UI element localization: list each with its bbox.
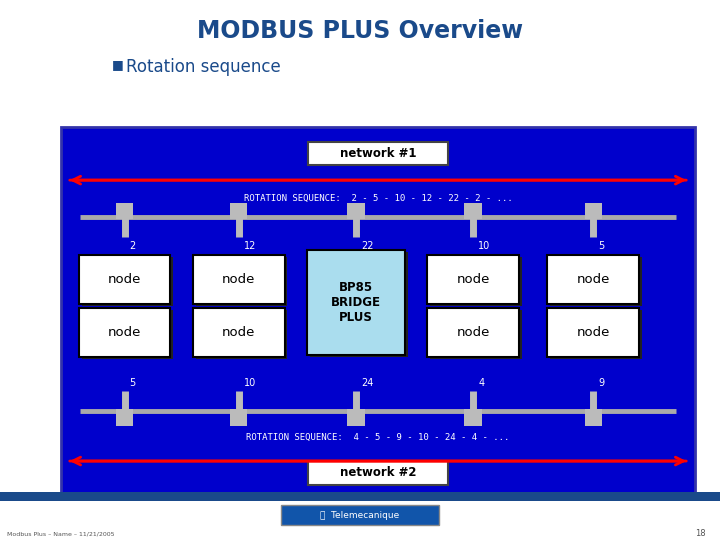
Text: BP85
BRIDGE
PLUS: BP85 BRIDGE PLUS [330,281,381,324]
Text: 18: 18 [695,529,706,538]
Text: node: node [577,326,610,339]
Text: ROTATION SEQUENCE:  2 - 5 - 10 - 12 - 22 - 2 - ...: ROTATION SEQUENCE: 2 - 5 - 10 - 12 - 22 … [243,194,513,203]
Bar [310,252,408,357]
Bar [427,254,519,304]
Bar [0,492,720,501]
Bar [230,409,248,426]
Text: 2: 2 [130,241,136,251]
Text: MODBUS PLUS Overview: MODBUS PLUS Overview [197,19,523,43]
Text: 22: 22 [361,241,374,251]
Text: 5: 5 [598,241,605,251]
Bar [585,202,603,219]
Text: node: node [577,273,610,286]
Bar [347,409,365,426]
Bar [585,409,603,426]
Text: 5: 5 [130,379,136,388]
Bar [427,308,519,357]
Bar [464,409,482,426]
Bar [430,256,522,306]
Text: ■: ■ [112,58,123,71]
Bar [550,256,642,306]
Bar [116,202,133,219]
Bar [547,308,639,357]
Bar [308,461,448,485]
Bar [307,250,405,355]
Text: node: node [222,326,256,339]
Text: 9: 9 [598,379,605,388]
Text: 4: 4 [478,379,485,388]
Text: Rotation sequence: Rotation sequence [126,58,281,76]
Bar [196,310,287,360]
Text: 10: 10 [478,241,490,251]
Bar [547,254,639,304]
Text: 24: 24 [361,379,373,388]
Bar [230,202,248,219]
Text: node: node [108,326,141,339]
Bar [308,141,448,165]
Text: 12: 12 [243,241,256,251]
Text: node: node [456,273,490,286]
Text: Ⓢ  Telemecanique: Ⓢ Telemecanique [320,511,400,519]
Text: network #1: network #1 [340,147,416,160]
Text: node: node [456,326,490,339]
Text: 10: 10 [243,379,256,388]
Bar [347,202,365,219]
Bar [196,256,287,306]
Bar [78,308,171,357]
Bar [550,310,642,360]
Bar [193,254,284,304]
Bar [430,310,522,360]
Text: network #2: network #2 [340,467,416,480]
Bar [281,505,439,525]
Bar [464,202,482,219]
Bar [61,127,695,494]
Text: Modbus Plus – Name – 11/21/2005: Modbus Plus – Name – 11/21/2005 [7,531,114,536]
Bar [78,254,171,304]
Bar [81,310,174,360]
Bar [81,256,174,306]
Text: node: node [108,273,141,286]
Text: ROTATION SEQUENCE:  4 - 5 - 9 - 10 - 24 - 4 - ...: ROTATION SEQUENCE: 4 - 5 - 9 - 10 - 24 -… [246,433,510,442]
Bar [193,308,284,357]
Bar [116,409,133,426]
Text: node: node [222,273,256,286]
